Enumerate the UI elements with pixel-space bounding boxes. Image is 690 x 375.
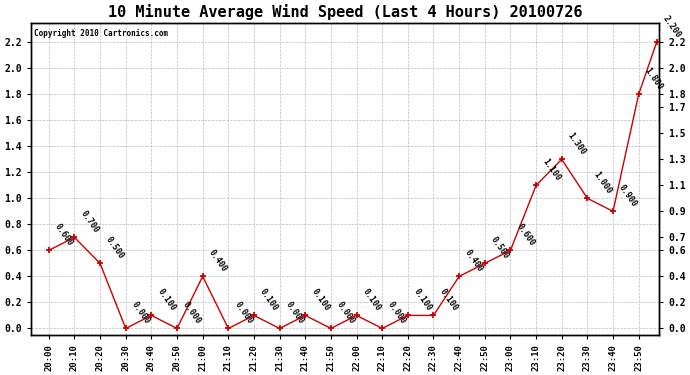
Text: 0.400: 0.400: [463, 248, 485, 274]
Text: 0.000: 0.000: [284, 300, 306, 326]
Text: 0.100: 0.100: [412, 287, 434, 313]
Text: 0.600: 0.600: [515, 222, 536, 248]
Text: 1.800: 1.800: [643, 66, 664, 92]
Text: 0.000: 0.000: [386, 300, 408, 326]
Text: 0.000: 0.000: [233, 300, 254, 326]
Text: 0.100: 0.100: [437, 287, 460, 313]
Text: 0.500: 0.500: [489, 235, 511, 261]
Text: 0.100: 0.100: [155, 287, 177, 313]
Text: 1.000: 1.000: [591, 170, 613, 195]
Text: 0.100: 0.100: [309, 287, 331, 313]
Title: 10 Minute Average Wind Speed (Last 4 Hours) 20100726: 10 Minute Average Wind Speed (Last 4 Hou…: [108, 4, 582, 20]
Text: 0.900: 0.900: [617, 183, 639, 209]
Text: 1.300: 1.300: [566, 131, 588, 156]
Text: 0.000: 0.000: [130, 300, 152, 326]
Text: 1.100: 1.100: [540, 157, 562, 183]
Text: 0.000: 0.000: [181, 300, 203, 326]
Text: Copyright 2010 Cartronics.com: Copyright 2010 Cartronics.com: [34, 29, 168, 38]
Text: 0.700: 0.700: [79, 209, 100, 235]
Text: 0.100: 0.100: [258, 287, 280, 313]
Text: 0.500: 0.500: [104, 235, 126, 261]
Text: 0.600: 0.600: [53, 222, 75, 248]
Text: 0.000: 0.000: [335, 300, 357, 326]
Text: 0.100: 0.100: [361, 287, 382, 313]
Text: 0.400: 0.400: [207, 248, 228, 274]
Text: 2.200: 2.200: [661, 14, 682, 39]
